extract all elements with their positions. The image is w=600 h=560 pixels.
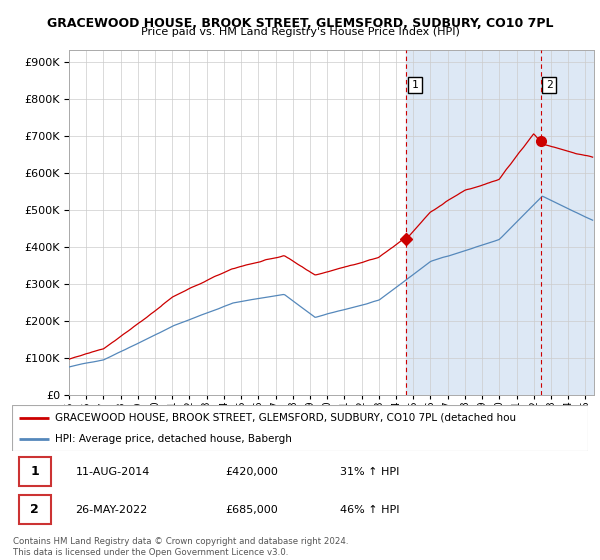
- Text: GRACEWOOD HOUSE, BROOK STREET, GLEMSFORD, SUDBURY, CO10 7PL (detached hou: GRACEWOOD HOUSE, BROOK STREET, GLEMSFORD…: [55, 413, 517, 423]
- Text: Contains HM Land Registry data © Crown copyright and database right 2024.
This d: Contains HM Land Registry data © Crown c…: [13, 537, 349, 557]
- Bar: [19, 458, 50, 486]
- Text: 2: 2: [546, 80, 553, 90]
- Bar: [19, 495, 50, 524]
- Text: 26-MAY-2022: 26-MAY-2022: [76, 505, 148, 515]
- Bar: [406, 50, 594, 395]
- Text: 46% ↑ HPI: 46% ↑ HPI: [340, 505, 400, 515]
- Text: HPI: Average price, detached house, Babergh: HPI: Average price, detached house, Babe…: [55, 435, 292, 444]
- Text: 11-AUG-2014: 11-AUG-2014: [76, 466, 150, 477]
- Text: 31% ↑ HPI: 31% ↑ HPI: [340, 466, 400, 477]
- Text: £685,000: £685,000: [225, 505, 278, 515]
- Text: 1: 1: [412, 80, 418, 90]
- Text: Price paid vs. HM Land Registry's House Price Index (HPI): Price paid vs. HM Land Registry's House …: [140, 27, 460, 37]
- Text: £420,000: £420,000: [225, 466, 278, 477]
- Text: 2: 2: [30, 503, 39, 516]
- Text: 1: 1: [30, 465, 39, 478]
- Text: GRACEWOOD HOUSE, BROOK STREET, GLEMSFORD, SUDBURY, CO10 7PL: GRACEWOOD HOUSE, BROOK STREET, GLEMSFORD…: [47, 17, 553, 30]
